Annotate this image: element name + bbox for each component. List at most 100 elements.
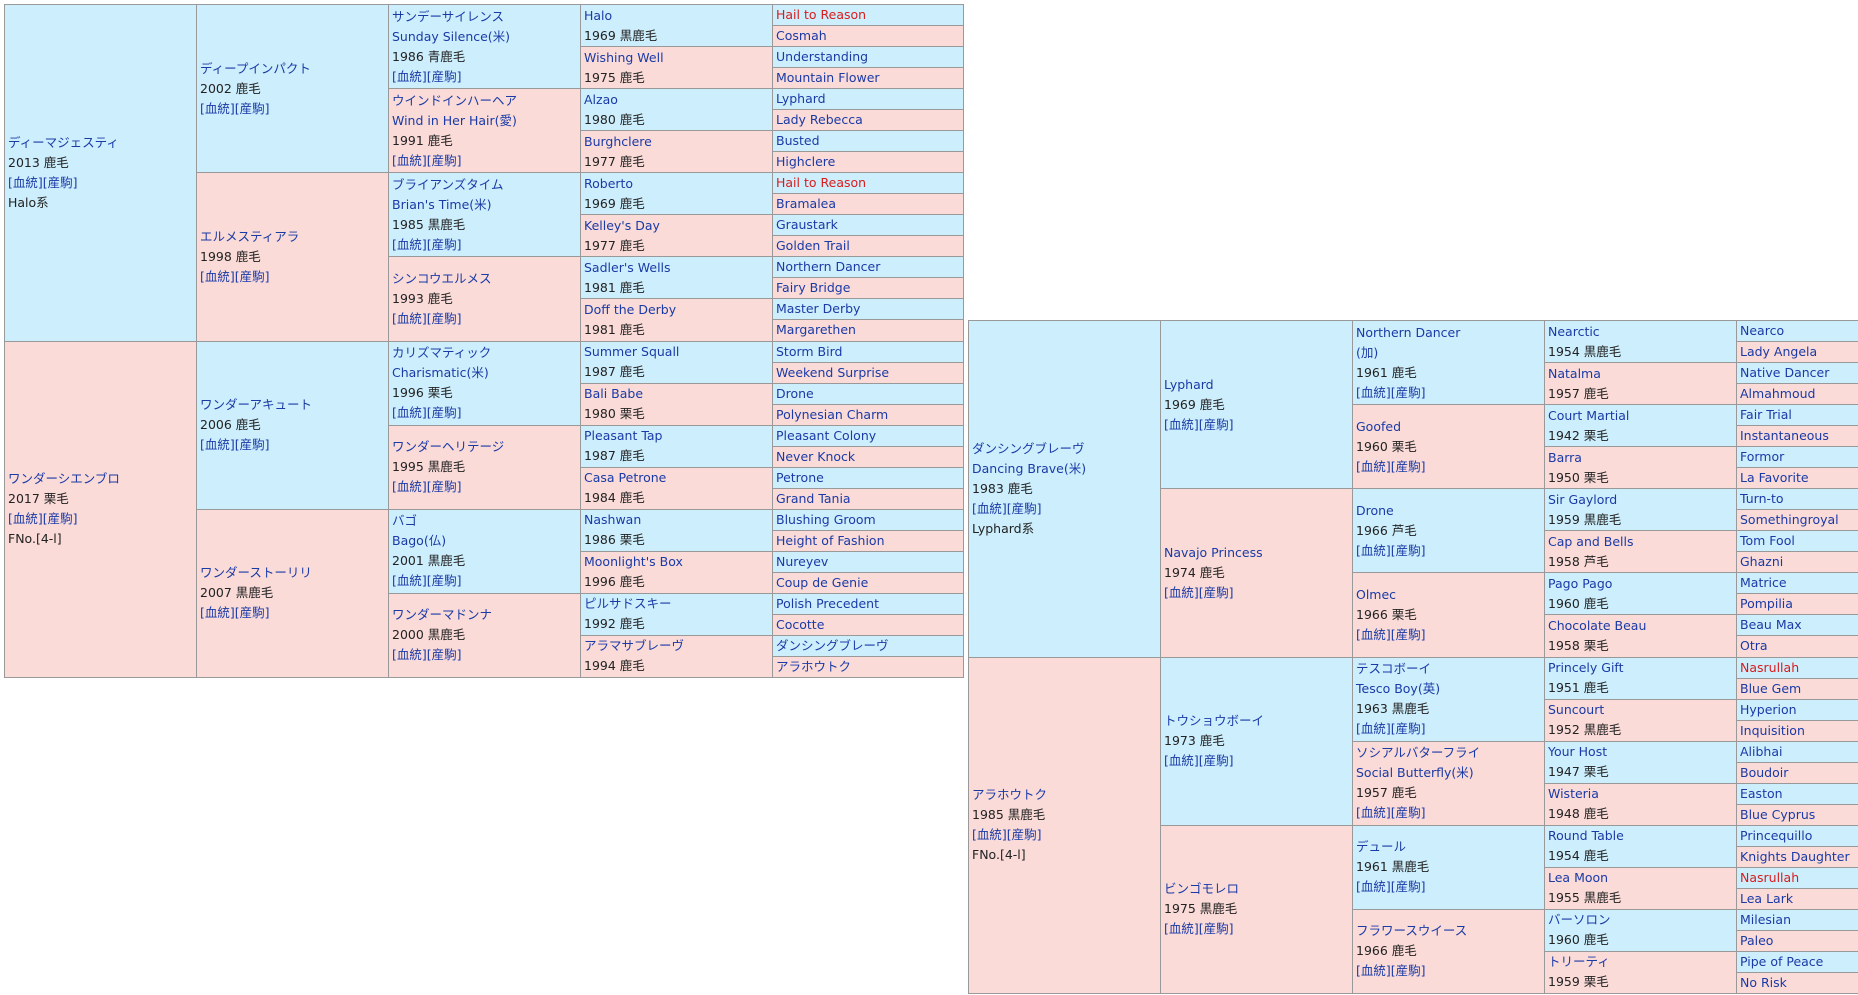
horse-name-link[interactable]: Pompilia: [1740, 596, 1793, 612]
horse-name-link[interactable]: Goofed: [1356, 418, 1402, 434]
horse-name-link[interactable]: Northern Dancer: [1356, 324, 1461, 340]
offspring-link[interactable]: [産駒]: [426, 573, 462, 589]
horse-name-link[interactable]: ビンゴモレロ: [1164, 881, 1240, 897]
horse-name-link[interactable]: Drone: [1356, 502, 1394, 518]
horse-alt-name-link[interactable]: Sunday Silence(米): [392, 28, 511, 44]
horse-name-link[interactable]: Polynesian Charm: [776, 406, 889, 422]
horse-name-link[interactable]: Blue Cyprus: [1740, 806, 1816, 822]
horse-name-link[interactable]: Understanding: [776, 49, 869, 65]
horse-name-link[interactable]: Highclere: [776, 154, 836, 170]
horse-name-link[interactable]: Bramalea: [776, 196, 837, 212]
horse-name-link[interactable]: Princequillo: [1740, 827, 1813, 843]
horse-name-link[interactable]: トリーティ: [1548, 954, 1610, 970]
bloodline-link[interactable]: [血統]: [200, 437, 235, 453]
horse-name-link[interactable]: Sir Gaylord: [1548, 491, 1618, 507]
horse-name-link[interactable]: Matrice: [1740, 575, 1787, 591]
horse-name-link[interactable]: Blushing Groom: [776, 511, 876, 527]
horse-name-link[interactable]: Nearctic: [1548, 323, 1600, 339]
offspring-link[interactable]: [産駒]: [234, 605, 270, 621]
horse-name-link[interactable]: ソシアルバターフライ: [1356, 745, 1481, 761]
offspring-link[interactable]: [産駒]: [234, 100, 270, 116]
offspring-link[interactable]: [産駒]: [1390, 721, 1426, 737]
bloodline-link[interactable]: [血統]: [1356, 879, 1391, 895]
horse-name-link[interactable]: Mountain Flower: [776, 70, 880, 86]
horse-name-link[interactable]: Alzao: [584, 91, 618, 107]
horse-name-link[interactable]: Graustark: [776, 217, 838, 233]
horse-name-link[interactable]: Margarethen: [776, 322, 856, 338]
horse-name-link[interactable]: Hail to Reason: [776, 7, 867, 23]
bloodline-link[interactable]: [血統]: [200, 268, 235, 284]
horse-name-link[interactable]: アラマサブレーヴ: [584, 638, 685, 654]
horse-name-link[interactable]: Princely Gift: [1548, 660, 1624, 676]
horse-name-link[interactable]: Olmec: [1356, 586, 1397, 602]
horse-name-link[interactable]: Petrone: [776, 469, 824, 485]
offspring-link[interactable]: [産駒]: [1390, 963, 1426, 979]
horse-name-link[interactable]: Master Derby: [776, 301, 861, 317]
horse-name-link[interactable]: Kelley's Day: [584, 217, 660, 233]
horse-name-link[interactable]: サンデーサイレンス: [392, 8, 505, 24]
horse-name-link[interactable]: Ghazni: [1740, 554, 1784, 570]
bloodline-link[interactable]: [血統]: [1356, 721, 1391, 737]
horse-name-link[interactable]: Summer Squall: [584, 344, 680, 360]
horse-name-link[interactable]: Turn-to: [1740, 491, 1784, 507]
horse-name-link[interactable]: トウショウボーイ: [1164, 713, 1265, 729]
horse-name-link[interactable]: Chocolate Beau: [1548, 617, 1647, 633]
offspring-link[interactable]: [産駒]: [1390, 805, 1426, 821]
horse-alt-name-link[interactable]: Charismatic(米): [392, 365, 489, 381]
horse-name-link[interactable]: Inquisition: [1740, 722, 1805, 738]
horse-name-link[interactable]: Busted: [776, 133, 820, 149]
horse-name-link[interactable]: Moonlight's Box: [584, 554, 683, 570]
offspring-link[interactable]: [産駒]: [1198, 416, 1234, 432]
horse-name-link[interactable]: Northern Dancer: [776, 259, 881, 275]
horse-name-link[interactable]: Natalma: [1548, 365, 1601, 381]
horse-alt-name-link[interactable]: Tesco Boy(英): [1356, 681, 1441, 697]
horse-name-link[interactable]: エルメスティアラ: [200, 228, 300, 244]
horse-name-link[interactable]: アラホウトク: [972, 787, 1048, 803]
horse-name-link[interactable]: Casa Petrone: [584, 470, 667, 486]
horse-name-link[interactable]: Instantaneous: [1740, 428, 1829, 444]
offspring-link[interactable]: [産駒]: [42, 511, 78, 527]
horse-name-link[interactable]: Weekend Surprise: [776, 364, 890, 380]
bloodline-link[interactable]: [血統]: [392, 152, 427, 168]
horse-name-link[interactable]: ブライアンズタイム: [392, 176, 504, 192]
horse-name-link[interactable]: アラホウトク: [776, 658, 852, 674]
horse-name-link[interactable]: Bali Babe: [584, 386, 644, 402]
offspring-link[interactable]: [産駒]: [426, 405, 462, 421]
horse-name-link[interactable]: Golden Trail: [776, 238, 850, 254]
horse-name-link[interactable]: Pago Pago: [1548, 575, 1613, 591]
horse-name-link[interactable]: Fair Trial: [1740, 407, 1792, 423]
bloodline-link[interactable]: [血統]: [200, 605, 235, 621]
horse-name-link[interactable]: ウインドインハーヘア: [392, 92, 518, 108]
offspring-link[interactable]: [産駒]: [234, 268, 270, 284]
bloodline-link[interactable]: [血統]: [1164, 753, 1199, 769]
offspring-link[interactable]: [産駒]: [426, 68, 462, 84]
bloodline-link[interactable]: [血統]: [1356, 963, 1391, 979]
horse-name-link[interactable]: ワンダーアキュート: [200, 397, 313, 413]
horse-name-link[interactable]: ワンダーマドンナ: [392, 607, 493, 623]
horse-name-link[interactable]: Hail to Reason: [776, 175, 867, 191]
horse-name-link[interactable]: Barra: [1548, 449, 1582, 465]
offspring-link[interactable]: [産駒]: [42, 174, 78, 190]
horse-name-link[interactable]: Never Knock: [776, 448, 856, 464]
horse-name-link[interactable]: ワンダーヘリテージ: [392, 439, 505, 455]
offspring-link[interactable]: [産駒]: [1390, 626, 1426, 642]
horse-name-link[interactable]: ダンシングブレーヴ: [776, 637, 889, 653]
horse-name-link[interactable]: Burghclere: [584, 133, 652, 149]
horse-name-link[interactable]: Doff the Derby: [584, 301, 677, 317]
horse-name-link[interactable]: Native Dancer: [1740, 365, 1830, 381]
horse-name-link[interactable]: Nearco: [1740, 323, 1785, 339]
horse-name-link[interactable]: Lea Moon: [1548, 870, 1609, 886]
horse-name-link[interactable]: Hyperion: [1740, 701, 1797, 717]
horse-name-link[interactable]: Suncourt: [1548, 702, 1605, 718]
horse-name-link[interactable]: Somethingroyal: [1740, 512, 1839, 528]
horse-alt-name-link[interactable]: Social Butterfly(米): [1356, 765, 1474, 781]
horse-name-link[interactable]: Lyphard: [1164, 376, 1214, 392]
offspring-link[interactable]: [産駒]: [1390, 458, 1426, 474]
bloodline-link[interactable]: [血統]: [392, 405, 427, 421]
horse-name-link[interactable]: テスコボーイ: [1356, 661, 1432, 677]
horse-name-link[interactable]: Cap and Bells: [1548, 533, 1634, 549]
bloodline-link[interactable]: [血統]: [392, 647, 427, 663]
horse-name-link[interactable]: Boudoir: [1740, 764, 1789, 780]
offspring-link[interactable]: [産駒]: [426, 479, 462, 495]
horse-name-link[interactable]: Polish Precedent: [776, 595, 879, 611]
